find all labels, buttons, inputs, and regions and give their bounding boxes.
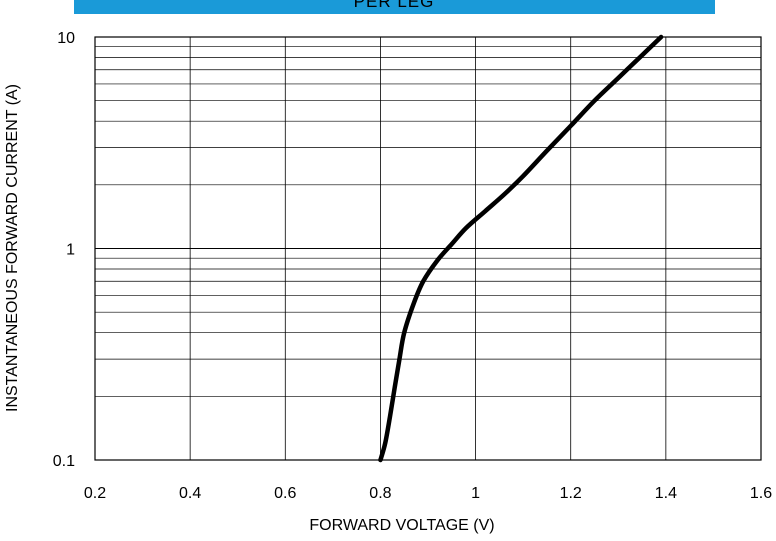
y-tick-label: 10 (57, 30, 75, 47)
x-tick-label: 0.2 (84, 485, 106, 502)
x-tick-label: 1.4 (655, 485, 677, 502)
gridlines (94, 37, 762, 461)
x-tick-label: 1.6 (750, 485, 772, 502)
x-tick-label: 0.6 (274, 485, 296, 502)
title-banner (74, 0, 715, 14)
y-tick-labels: 0.1 1 10 (53, 30, 75, 470)
x-axis-label: FORWARD VOLTAGE (V) (309, 517, 494, 534)
x-tick-label: 1.2 (560, 485, 582, 502)
y-tick-label: 0.1 (53, 453, 75, 470)
y-tick-label: 1 (66, 242, 75, 259)
x-tick-label: 0.4 (179, 485, 201, 502)
chart-title: PER LEG (354, 0, 435, 11)
x-tick-labels: 0.2 0.4 0.6 0.8 1 1.2 1.4 1.6 (84, 485, 772, 502)
plot-frame (94, 36, 762, 461)
x-tick-label: 1 (471, 485, 480, 502)
series-line (378, 34, 664, 463)
y-axis-label: INSTANTANEOUS FORWARD CURRENT (A) (4, 84, 21, 412)
x-tick-label: 0.8 (369, 485, 391, 502)
